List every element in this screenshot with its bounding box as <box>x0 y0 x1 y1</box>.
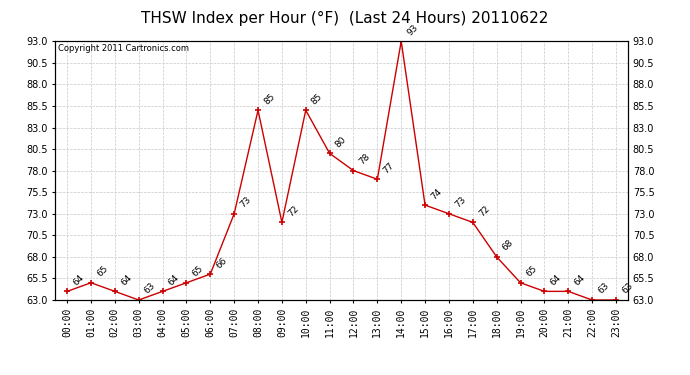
Text: 72: 72 <box>477 204 491 218</box>
Text: 66: 66 <box>215 255 229 270</box>
Text: 72: 72 <box>286 204 300 218</box>
Text: 63: 63 <box>620 281 635 296</box>
Text: 65: 65 <box>190 264 205 279</box>
Text: 64: 64 <box>549 273 563 287</box>
Text: 64: 64 <box>119 273 133 287</box>
Text: 63: 63 <box>596 281 611 296</box>
Text: THSW Index per Hour (°F)  (Last 24 Hours) 20110622: THSW Index per Hour (°F) (Last 24 Hours)… <box>141 11 549 26</box>
Text: 64: 64 <box>167 273 181 287</box>
Text: 64: 64 <box>71 273 86 287</box>
Text: 64: 64 <box>573 273 586 287</box>
Text: 93: 93 <box>405 22 420 37</box>
Text: 77: 77 <box>382 160 396 175</box>
Text: 65: 65 <box>524 264 539 279</box>
Text: Copyright 2011 Cartronics.com: Copyright 2011 Cartronics.com <box>58 44 189 53</box>
Text: 68: 68 <box>501 238 515 253</box>
Text: 85: 85 <box>262 92 277 106</box>
Text: 73: 73 <box>238 195 253 210</box>
Text: 85: 85 <box>310 92 324 106</box>
Text: 65: 65 <box>95 264 110 279</box>
Text: 73: 73 <box>453 195 468 210</box>
Text: 80: 80 <box>334 135 348 149</box>
Text: 78: 78 <box>357 152 372 166</box>
Text: 74: 74 <box>429 186 444 201</box>
Text: 63: 63 <box>143 281 157 296</box>
